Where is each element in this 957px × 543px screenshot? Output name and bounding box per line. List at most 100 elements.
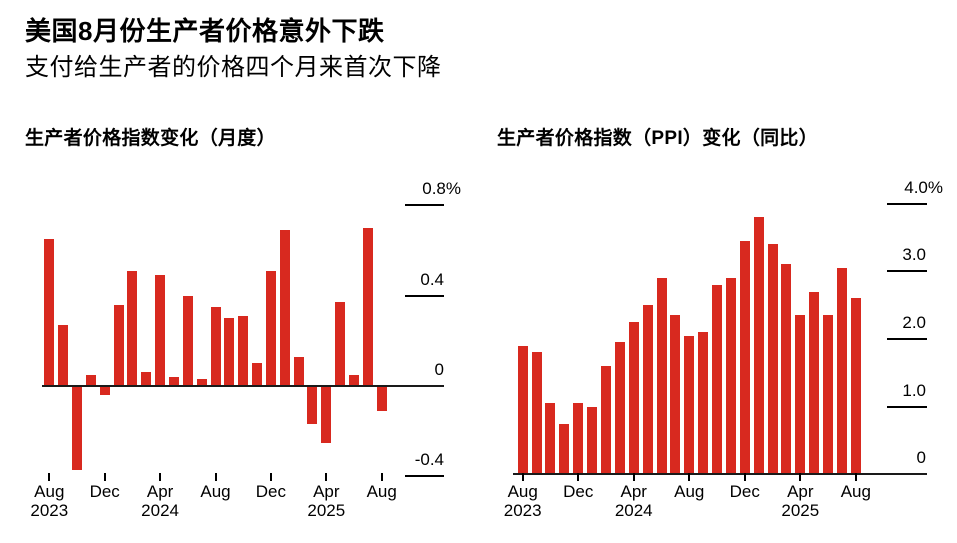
x-axis-month-label: Dec [89,482,120,501]
bar-aug-2024 [210,306,221,386]
bar-nov-2024 [725,277,736,475]
x-axis-month-label: Aug [840,482,871,501]
x-axis-tick [854,473,857,481]
y-axis-label: 1.0 [902,380,926,400]
x-axis-year-label: 2025 [307,501,346,520]
x-axis-year-label: 2023 [30,501,69,520]
bar-aug-2024 [684,335,695,475]
x-axis-tick [103,473,106,481]
bar-jan-2025 [279,230,290,386]
y-axis-label: 0.4 [420,269,444,289]
bar-feb-2024 [600,365,611,475]
bar-mar-2025 [307,386,318,425]
right-chart-title: 生产者价格指数（PPI）变化（同比） [497,128,819,149]
x-axis-year-label: 2024 [614,501,653,520]
x-axis-month-label: Dec [563,482,594,501]
x-axis-tick [214,473,217,481]
y-axis-label: 0 [434,360,444,379]
bar-jan-2024 [113,304,124,386]
bar-sep-2023 [531,352,542,475]
bar-may-2025 [335,302,346,386]
bar-jun-2024 [656,277,667,475]
bar-nov-2023 [85,374,96,386]
bar-jul-2025 [836,267,847,475]
bar-dec-2023 [99,386,110,396]
bar-dec-2024 [265,270,276,386]
x-axis-tick [799,473,802,481]
x-axis-year-label: 2025 [781,501,820,520]
x-axis-month-label: Apr [146,482,174,501]
bar-apr-2024 [628,321,639,475]
y-gridline-tick [887,270,927,273]
bar-aug-2023 [517,345,528,475]
x-axis-month-label: Aug [674,482,705,501]
x-axis-month-label: Dec [729,482,760,501]
bar-sep-2024 [698,332,709,475]
bar-aug-2025 [376,386,387,411]
x-axis-month-label: Apr [620,482,647,501]
x-axis-month-label: Aug [200,482,231,501]
x-axis-tick [380,473,383,481]
bar-aug-2023 [44,239,55,386]
bar-oct-2023 [545,403,556,475]
bar-apr-2025 [795,315,806,475]
bar-apr-2025 [321,386,332,443]
bar-oct-2024 [238,315,249,386]
y-gridline-tick [405,204,444,207]
bar-jan-2025 [753,217,764,475]
bar-feb-2025 [767,244,778,475]
bar-may-2024 [168,376,179,386]
x-axis-tick [688,473,691,481]
bar-mar-2025 [781,264,792,475]
x-axis-tick [577,473,580,481]
bar-mar-2024 [614,342,625,475]
bar-aug-2025 [850,298,861,475]
y-axis-label: 4.0% [904,177,943,197]
bar-may-2024 [642,305,653,475]
page-subtitle: 支付给生产者的价格四个月来首次下降 [25,54,442,81]
bar-sep-2024 [224,318,235,386]
bar-jun-2025 [349,374,359,386]
x-axis-year-label: 2023 [503,501,542,520]
bar-mar-2024 [141,372,152,386]
bar-dec-2023 [573,403,584,475]
x-axis-month-label: Aug [34,482,65,501]
y-axis-label: -0.4 [414,450,444,470]
bar-may-2025 [809,291,820,475]
x-axis-line [42,385,444,387]
y-gridline-tick [405,475,444,478]
bar-jul-2025 [362,227,373,386]
x-axis-tick [325,473,328,481]
bar-apr-2024 [155,275,166,386]
bar-sep-2023 [58,324,69,386]
x-axis-line [513,473,927,476]
bar-feb-2024 [127,270,138,386]
y-gridline-tick [887,405,927,408]
bar-jan-2024 [587,406,598,475]
bar-nov-2024 [252,363,263,386]
y-axis-label: 3.0 [902,245,926,265]
x-axis-month-label: Apr [787,482,814,501]
x-axis-year-label: 2024 [141,501,179,520]
y-axis-label: 0.8% [422,179,461,199]
bar-feb-2025 [293,356,304,386]
x-axis-tick [269,473,272,481]
y-gridline-tick [887,202,927,205]
y-gridline-tick [887,337,927,340]
x-axis-month-label: Apr [313,482,340,501]
x-axis-tick [48,473,51,481]
bar-jun-2025 [823,315,834,475]
x-axis-month-label: Aug [366,482,397,501]
x-axis-month-label: Aug [507,482,538,501]
page-title: 美国8月份生产者价格意外下跌 [25,16,385,46]
x-axis-tick [743,473,746,481]
bar-oct-2023 [72,386,82,470]
x-axis-tick [159,473,162,481]
x-axis-month-label: Dec [255,482,286,501]
bar-jun-2024 [182,295,193,386]
x-axis-tick [521,473,524,481]
left-chart-title: 生产者价格指数变化（月度） [25,128,276,149]
bar-jul-2024 [196,379,207,386]
bar-oct-2024 [712,284,723,475]
